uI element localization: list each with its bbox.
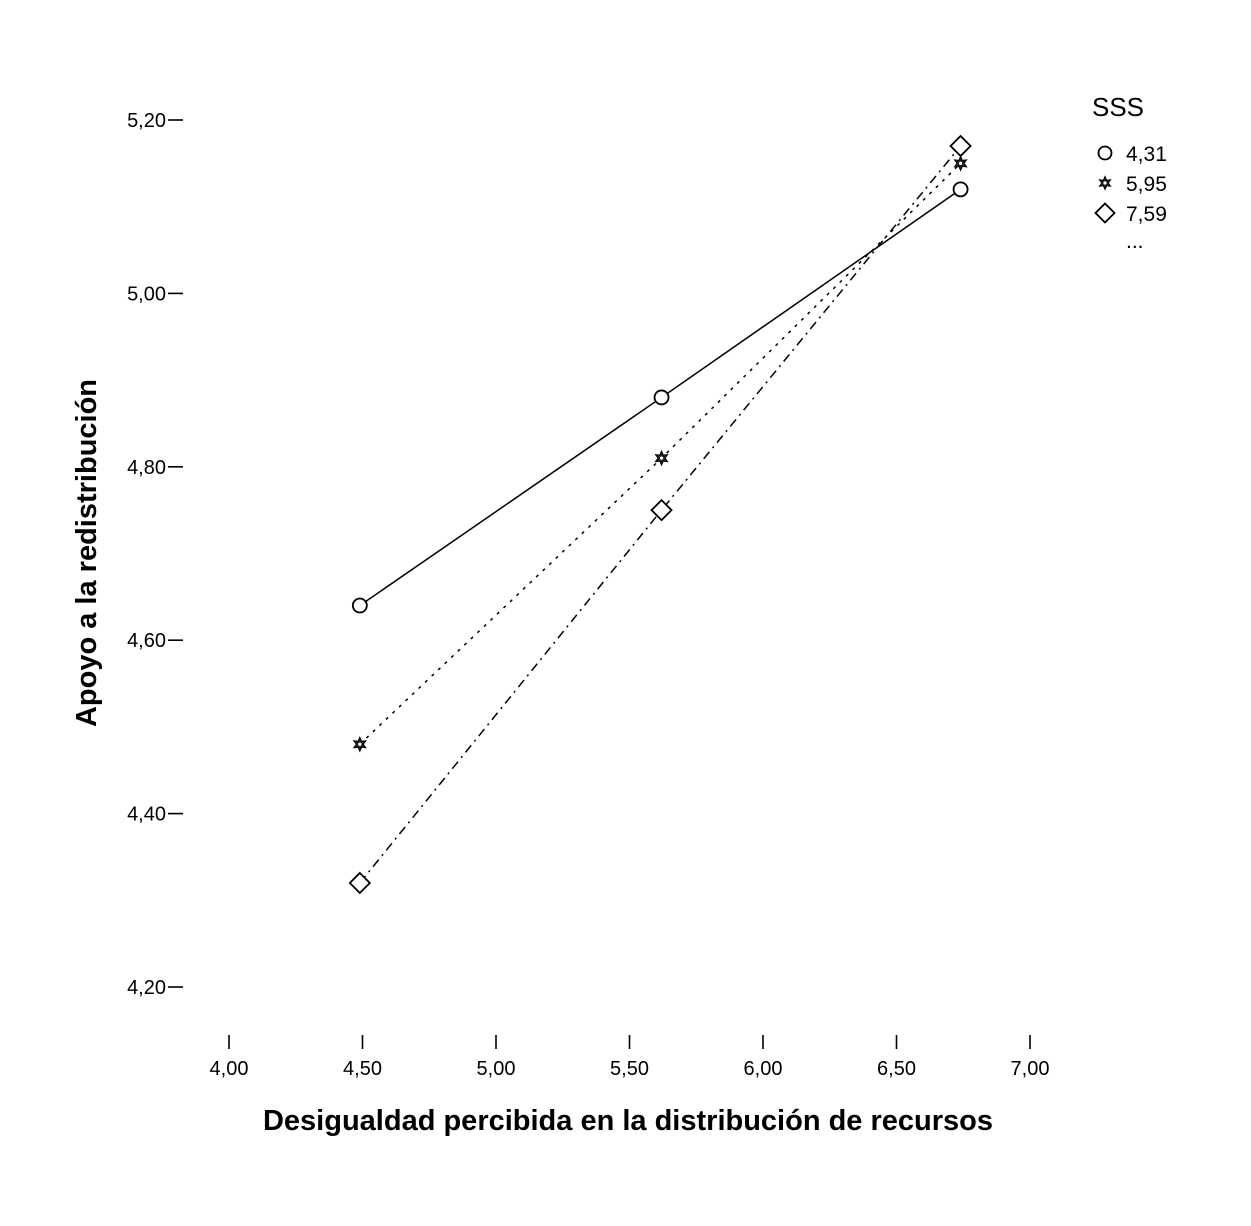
series-circle [351,181,969,614]
legend-title: SSS [1092,92,1144,122]
legend-label: 7,59 [1126,203,1167,226]
data-point-diamond [949,134,972,158]
y-tick-label: 4,60 [127,630,166,652]
data-point-circle [952,181,969,198]
data-point-circle [653,389,670,406]
data-point-circle [1097,145,1113,161]
legend: SSS 4,31 5,95 7,59 ... [1092,92,1167,253]
star-center [958,161,963,165]
legend-label: 5,95 [1126,173,1167,196]
series-layer [348,134,972,895]
data-point-diamond [348,871,372,895]
y-tick-label: 4,40 [127,804,166,826]
x-axis-title: Desigualdad percibida en la distribución… [263,1105,993,1137]
star-center [659,456,664,460]
legend-item: 7,59 [1094,202,1167,226]
x-tick-label: 4,00 [210,1058,249,1080]
y-tick-label: 5,00 [127,283,166,305]
data-point-star [953,155,968,172]
x-tick-label: 5,50 [610,1058,649,1080]
legend-item: 5,95 [1098,173,1167,196]
star-center [358,742,362,746]
y-tick-label: 4,20 [127,977,166,999]
x-tick-label: 5,00 [477,1058,516,1080]
series-star [352,155,968,753]
data-point-star [654,449,669,467]
series-diamond [348,134,972,895]
legend-items: 4,31 5,95 7,59 [1094,143,1167,226]
legend-more: ... [1126,230,1144,253]
y-tick-label: 4,80 [127,457,166,479]
x-tick-label: 6,50 [877,1058,916,1080]
x-tick-label: 7,00 [1011,1058,1050,1080]
y-tick-label: 5,20 [127,110,166,132]
x-tick-label: 6,00 [744,1058,783,1080]
data-point-circle [351,597,368,614]
data-point-diamond [1094,202,1116,224]
x-axis: 4,00 4,50 5,00 5,50 6,00 6,50 7,00 [210,1035,1050,1080]
data-point-star [1098,175,1112,191]
y-axis: 4,20 4,40 4,60 4,80 5,00 5,20 [127,110,183,999]
x-tick-label: 4,50 [343,1058,382,1080]
legend-label: 4,31 [1126,143,1167,166]
data-point-diamond [650,498,673,522]
star-center [1103,181,1107,185]
legend-item: 4,31 [1097,143,1167,166]
data-point-star [352,736,367,753]
y-axis-title: Apoyo a la redistribución [71,379,103,727]
